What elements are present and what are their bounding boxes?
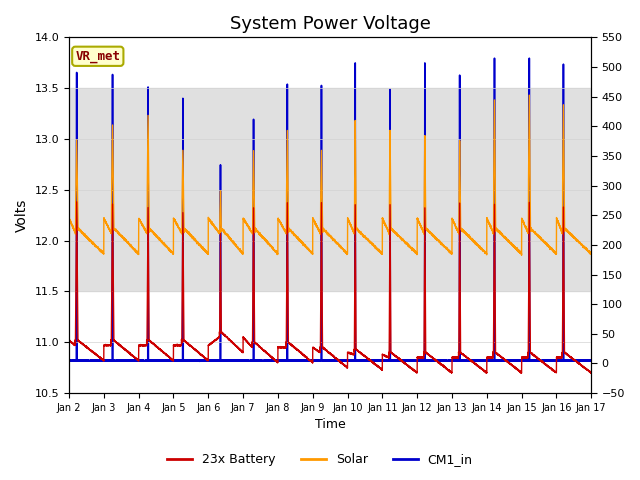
X-axis label: Time: Time: [315, 419, 346, 432]
Y-axis label: Volts: Volts: [15, 199, 29, 232]
Title: System Power Voltage: System Power Voltage: [230, 15, 431, 33]
Bar: [69, 88, 591, 291]
Legend: 23x Battery, Solar, CM1_in: 23x Battery, Solar, CM1_in: [163, 448, 477, 471]
Text: VR_met: VR_met: [76, 50, 120, 63]
